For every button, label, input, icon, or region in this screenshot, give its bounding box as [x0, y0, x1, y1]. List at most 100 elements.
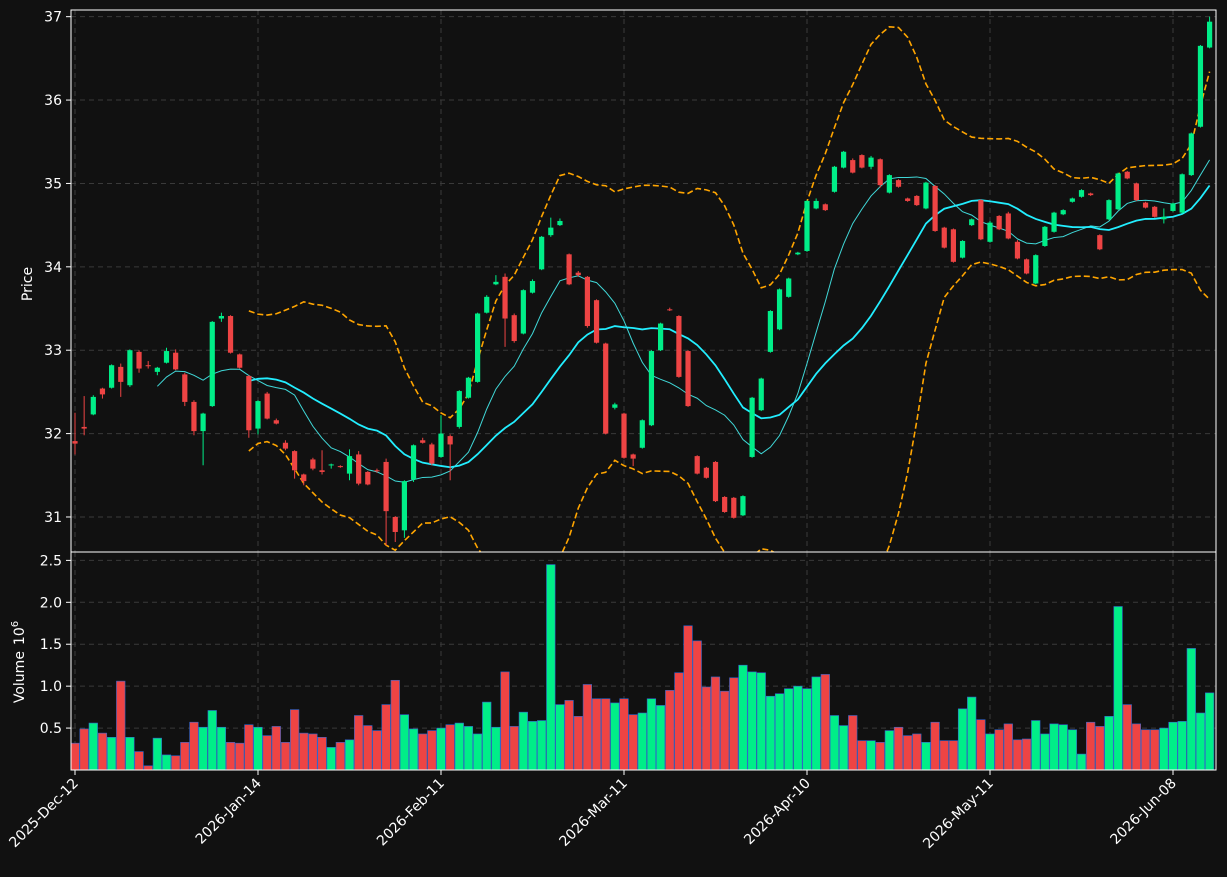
candle-body [612, 404, 618, 408]
volume-bar [1186, 648, 1196, 770]
candle-body [1197, 45, 1204, 127]
volume-bar [829, 715, 840, 770]
volume-bar [326, 747, 336, 770]
candle-body [648, 351, 655, 426]
candle-body [1124, 171, 1130, 179]
volume-bar [1067, 729, 1077, 770]
volume-bar [994, 729, 1004, 770]
volume-bar [875, 742, 885, 770]
candle-body [776, 289, 783, 330]
volume-bar [1104, 716, 1114, 770]
candle-body [987, 222, 993, 242]
volume-bar [601, 698, 611, 770]
volume-axis-label-power: 6 [10, 621, 21, 627]
volume-axis-label-base: 10 [12, 627, 28, 645]
candle-body [877, 159, 883, 186]
volume-bar [1122, 704, 1132, 770]
volume-bar [71, 742, 80, 770]
volume-bar [967, 696, 977, 770]
volume-bar [619, 698, 629, 770]
volume-bar [646, 698, 657, 770]
volume-bar [235, 742, 245, 770]
ma-fast-line [156, 159, 1211, 483]
volume-bar [1049, 723, 1059, 770]
volume-bar [1195, 712, 1206, 770]
candle-body [566, 254, 572, 285]
candle-body [191, 401, 197, 432]
candle-body [841, 151, 847, 168]
volume-bar [784, 688, 794, 770]
candle-body [1161, 216, 1167, 220]
candle-body [676, 316, 682, 377]
candle-body [484, 296, 490, 313]
price-tick-label: 35 [44, 176, 62, 192]
candle-body [703, 467, 709, 478]
volume-bar [161, 754, 172, 770]
candle-body [127, 350, 133, 386]
volume-bar [372, 730, 382, 770]
candle-body [1014, 241, 1021, 259]
candle-body [154, 367, 160, 372]
candle-body [118, 366, 124, 382]
volume-bar [427, 730, 437, 770]
ma-slow-line [248, 184, 1211, 469]
candle-body [767, 311, 773, 352]
candle-body [99, 388, 106, 395]
volume-bar [537, 720, 547, 770]
candle-body [712, 461, 719, 502]
candle-body [310, 459, 316, 469]
volume-bar [399, 714, 410, 770]
candle-body [337, 466, 343, 468]
candle-body [914, 195, 920, 206]
price-tick-label: 37 [44, 10, 62, 26]
volume-bar [308, 733, 318, 770]
candle-body [392, 516, 398, 532]
candle-body [356, 454, 362, 484]
candle-body [959, 240, 966, 258]
candle-body [1088, 193, 1094, 196]
candle-body [273, 420, 279, 424]
volume-bars [71, 564, 1215, 770]
candle-body [173, 352, 179, 370]
volume-tick-label: 2.0 [40, 595, 62, 611]
volume-bar [88, 722, 98, 770]
volume-bar [610, 702, 620, 770]
candle-body [740, 496, 746, 516]
candle-body [346, 456, 353, 474]
volume-bar [1140, 729, 1151, 770]
candle-body [136, 351, 142, 369]
volume-bar [921, 742, 931, 770]
volume-bar [985, 733, 995, 770]
candle-body [1207, 21, 1213, 48]
candle-body [319, 470, 325, 472]
volume-bar [1058, 724, 1068, 770]
candle-body [694, 456, 700, 474]
volume-bar [244, 724, 254, 770]
volume-bar [107, 736, 117, 770]
volume-axis-label: Volume 106 [10, 621, 28, 703]
candle-body [1142, 202, 1149, 208]
candle-body [1170, 203, 1176, 211]
candle-body [950, 229, 956, 262]
volume-bar [134, 751, 144, 770]
candle-body [969, 219, 975, 226]
volume-bar [948, 740, 958, 770]
volume-bar [527, 721, 538, 770]
candle-body [758, 378, 764, 411]
volume-bar [811, 676, 821, 770]
candle-body [264, 393, 270, 419]
candle-body [420, 440, 426, 443]
volume-bar [655, 705, 666, 770]
volume-bar [408, 728, 419, 770]
price-tick-label: 31 [44, 510, 62, 526]
candle-body [539, 236, 545, 270]
volume-bar [482, 701, 492, 770]
candle-body [163, 351, 170, 363]
volume-bar [418, 733, 428, 770]
candle-body [1097, 235, 1103, 250]
price-tick-label: 32 [44, 427, 62, 443]
volume-bar [692, 640, 702, 770]
volume-bar [729, 677, 739, 770]
volume-tick-label: 0.5 [40, 721, 62, 737]
